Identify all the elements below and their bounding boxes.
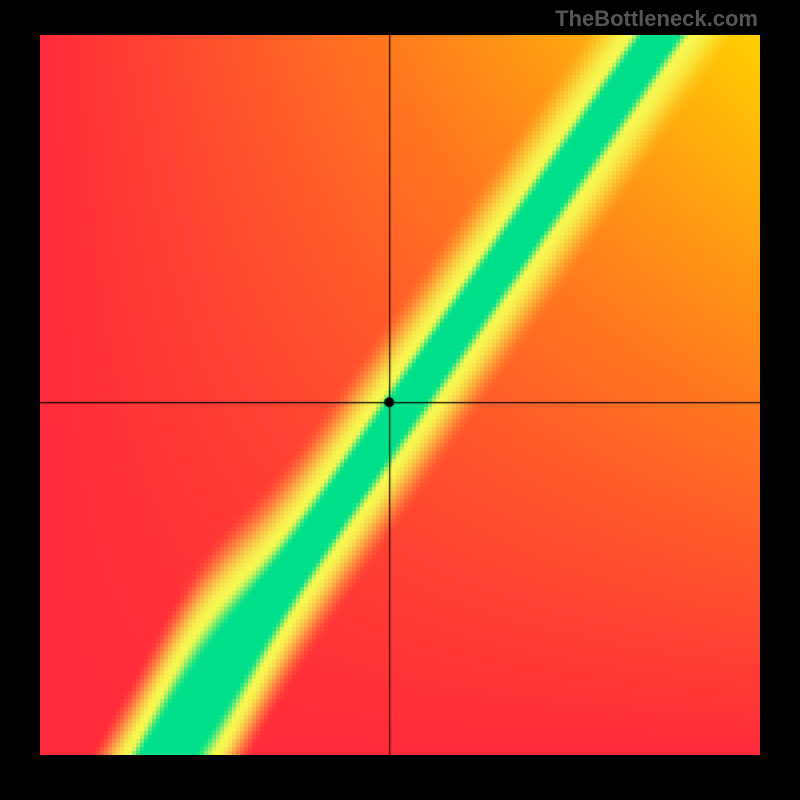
chart-container: TheBottleneck.com: [0, 0, 800, 800]
heatmap-canvas: [0, 0, 800, 800]
